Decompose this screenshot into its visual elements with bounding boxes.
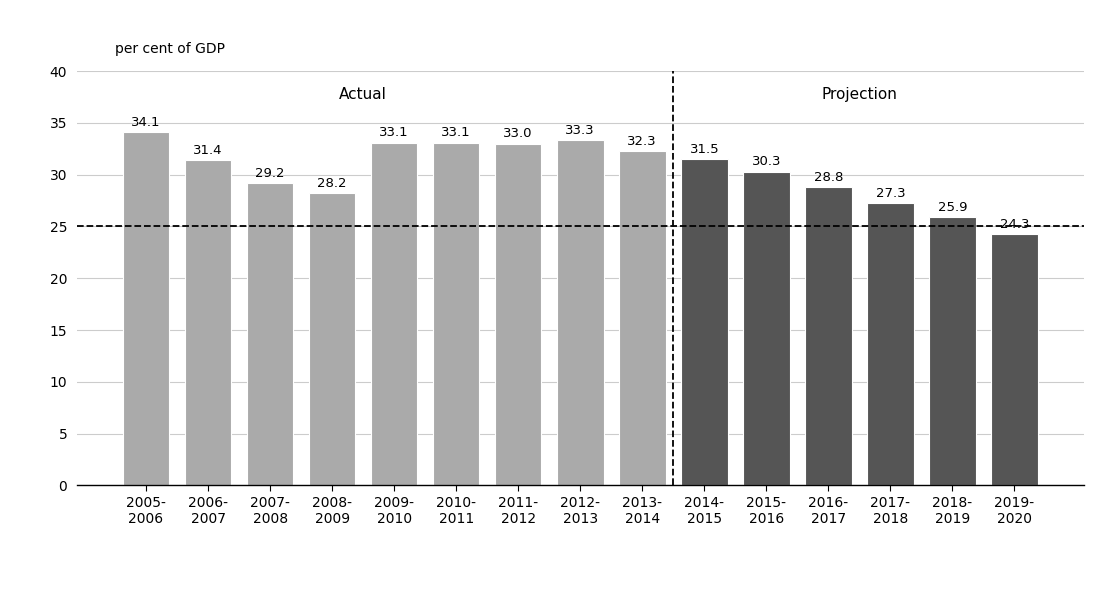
Text: 24.3: 24.3 [1000, 218, 1030, 230]
Text: 31.4: 31.4 [194, 144, 223, 157]
Text: 33.1: 33.1 [379, 127, 409, 140]
Bar [123, 132, 169, 485]
Bar [867, 202, 914, 485]
Bar [805, 187, 851, 485]
Bar [991, 234, 1037, 485]
Bar [744, 172, 790, 485]
Text: 28.2: 28.2 [318, 177, 346, 190]
Text: 31.5: 31.5 [690, 143, 719, 156]
Text: 33.3: 33.3 [565, 124, 595, 137]
Text: 34.1: 34.1 [131, 116, 161, 129]
Bar [371, 143, 417, 485]
Bar [495, 143, 541, 485]
Bar [185, 160, 231, 485]
Text: 33.0: 33.0 [504, 127, 534, 140]
Text: per cent of GDP: per cent of GDP [116, 41, 226, 56]
Bar [619, 151, 666, 485]
Text: 30.3: 30.3 [751, 156, 781, 168]
Bar [433, 143, 480, 485]
Bar [246, 183, 294, 485]
Bar [557, 140, 604, 485]
Text: 27.3: 27.3 [876, 186, 905, 200]
Text: Actual: Actual [339, 86, 387, 102]
Text: 28.8: 28.8 [814, 171, 843, 184]
Text: 33.1: 33.1 [441, 127, 471, 140]
Text: Projection: Projection [822, 86, 898, 102]
Text: 32.3: 32.3 [627, 135, 657, 148]
Text: 25.9: 25.9 [937, 201, 967, 214]
Bar [309, 193, 355, 485]
Text: 29.2: 29.2 [255, 167, 285, 180]
Bar [930, 217, 976, 485]
Bar [681, 159, 727, 485]
